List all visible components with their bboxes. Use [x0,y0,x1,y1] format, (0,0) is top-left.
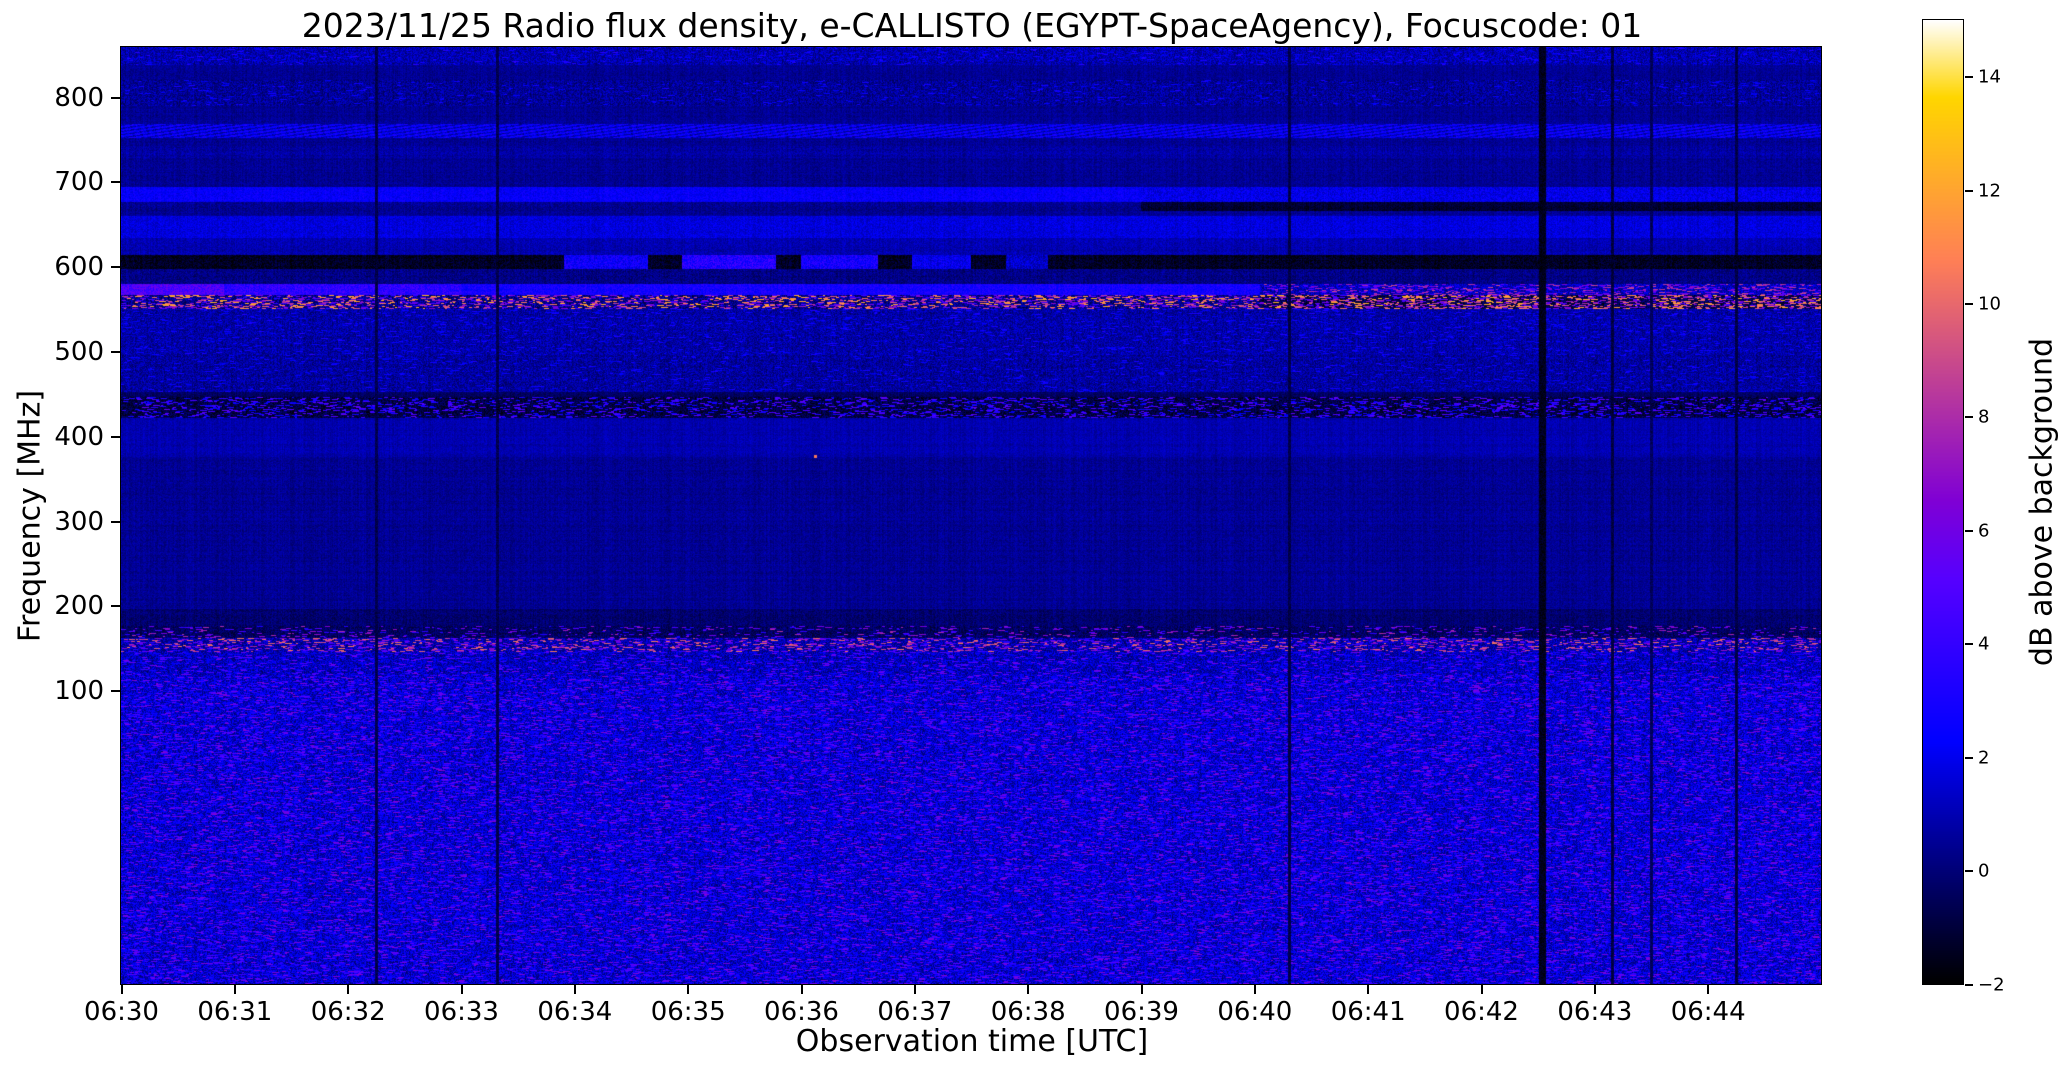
x-tick-mark [1140,985,1143,994]
colorbar-tick-label: −2 [1978,974,2005,995]
x-tick-label: 06:37 [877,997,953,1027]
y-tick-label: 200 [54,591,104,622]
x-tick-mark [347,985,350,994]
colorbar-tick-mark [1965,189,1973,192]
y-tick-label: 700 [54,167,104,198]
colorbar-tick-label: 14 [1978,66,2001,88]
spectrogram-canvas [121,47,1821,984]
colorbar-tick-mark [1965,870,1973,873]
y-tick-mark [111,435,120,438]
x-tick-mark [687,985,690,994]
x-tick-label: 06:32 [310,997,386,1027]
x-tick-mark [913,985,916,994]
x-tick-label: 06:38 [990,997,1066,1027]
x-tick-label: 06:34 [537,997,613,1027]
y-tick-label: 400 [54,421,104,452]
x-tick-label: 06:36 [764,997,839,1027]
y-tick-label: 300 [54,506,104,537]
chart-title: 2023/11/25 Radio flux density, e-CALLIST… [301,6,1643,45]
x-tick-mark [460,985,463,994]
colorbar-label: dB above background [2024,337,2060,667]
colorbar-tick-mark [1965,529,1973,532]
x-tick-label: 06:40 [1217,997,1293,1027]
x-tick-mark [1593,985,1596,994]
x-tick-mark [1253,985,1256,994]
x-tick-label: 06:41 [1330,997,1406,1027]
y-tick-label: 100 [54,676,104,707]
y-axis: 800 700 600 500 400 300 200 100 [0,48,120,985]
x-tick-label: 06:43 [1557,997,1633,1027]
x-tick-mark [233,985,236,994]
y-tick-label: 800 [54,82,104,113]
colorbar-tick-label: 4 [1978,633,1990,655]
colorbar-tick-mark [1965,76,1973,79]
x-tick-label: 06:39 [1104,997,1179,1027]
x-tick-mark [120,985,123,994]
colorbar-tick-mark [1965,756,1973,759]
colorbar-tick-mark [1965,303,1973,306]
colorbar-tick-label: 10 [1978,293,2001,315]
colorbar-tick-label: 8 [1978,406,1990,428]
x-tick-mark [1027,985,1030,994]
colorbar-tick-mark [1965,416,1973,419]
colorbar-tick-label: 0 [1978,860,1990,882]
colorbar-tick-label: 6 [1978,520,1990,542]
x-tick-label: 06:42 [1444,997,1519,1027]
x-axis-label: Observation time [UTC] [795,1024,1149,1059]
y-tick-mark [111,605,120,608]
x-tick-label: 06:35 [650,997,726,1027]
colorbar-tick-label: 2 [1978,747,1990,769]
colorbar-tick-mark [1965,983,1973,986]
x-axis: 06:30 06:31 06:32 06:33 06:34 06:35 06:36 06:37… [84,985,1822,1035]
colorbar [1922,19,1964,985]
x-tick-label: 06:31 [197,997,273,1027]
y-tick-mark [111,350,120,353]
y-tick-mark [111,266,120,269]
plot-area [120,46,1822,985]
y-tick-mark [111,181,120,184]
colorbar-tick-mark [1965,643,1973,646]
colorbar-tick-label: 12 [1978,180,2001,202]
x-tick-mark [1707,985,1710,994]
x-tick-mark [1480,985,1483,994]
colorbar-axis: 14 12 10 8 6 4 2 0 −2 [1965,21,2065,995]
y-tick-mark [111,96,120,99]
y-tick-mark [111,520,120,523]
x-tick-mark [1367,985,1370,994]
x-tick-label: 06:33 [424,997,499,1027]
x-tick-label: 06:30 [84,997,159,1027]
colorbar-canvas [1923,20,1963,984]
y-tick-mark [111,690,120,693]
y-tick-label: 600 [54,252,104,283]
y-tick-label: 500 [54,336,104,367]
x-tick-label: 06:44 [1670,997,1746,1027]
x-tick-mark [800,985,803,994]
x-tick-mark [573,985,576,994]
